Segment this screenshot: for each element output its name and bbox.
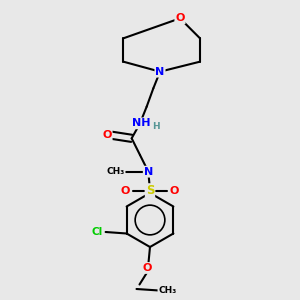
- Text: Cl: Cl: [92, 227, 103, 237]
- Text: NH: NH: [132, 118, 151, 128]
- Text: N: N: [155, 67, 165, 77]
- Text: O: O: [102, 130, 112, 140]
- Text: CH₃: CH₃: [106, 167, 124, 176]
- Text: CH₃: CH₃: [158, 286, 176, 295]
- Text: O: O: [170, 186, 179, 196]
- Text: O: O: [175, 13, 185, 23]
- Text: O: O: [121, 186, 130, 196]
- Text: O: O: [142, 263, 152, 273]
- Text: S: S: [146, 184, 154, 197]
- Text: H: H: [152, 122, 159, 131]
- Text: N: N: [144, 167, 153, 177]
